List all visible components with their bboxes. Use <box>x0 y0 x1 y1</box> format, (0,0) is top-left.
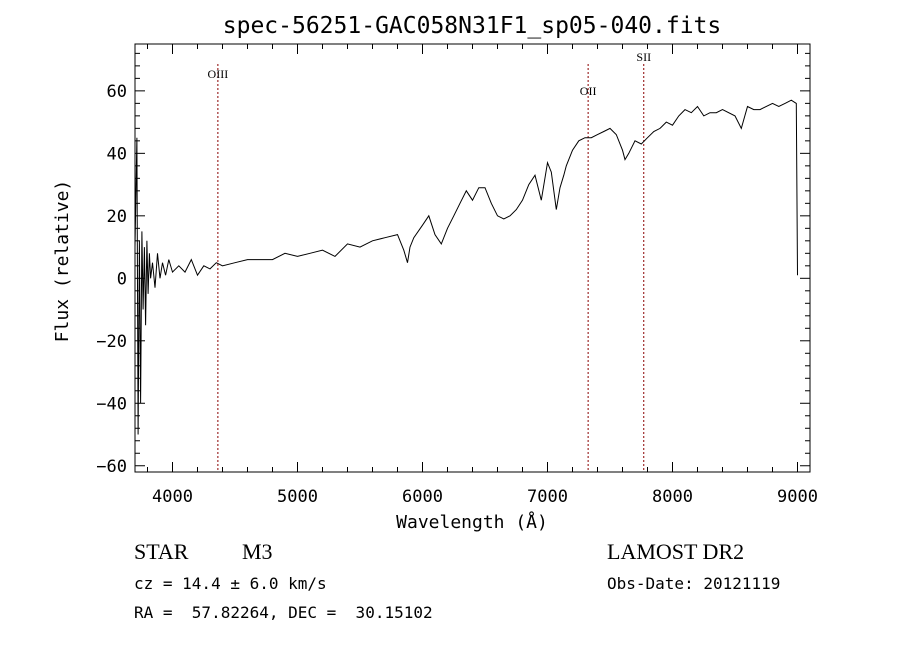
x-axis-label: Wavelength (Å) <box>396 511 548 533</box>
object-subclass: M3 <box>242 539 273 564</box>
y-tick-label: 40 <box>107 144 127 164</box>
marker-label-oii: OII <box>580 84 597 98</box>
plot-frame <box>134 43 811 473</box>
object-type: STAR <box>134 539 189 564</box>
y-tick-label: −60 <box>96 457 127 477</box>
y-tick-label: −40 <box>96 394 127 414</box>
marker-label-sii: SII <box>636 50 651 64</box>
spectrum-series-line <box>134 99 798 435</box>
y-tick-label: 20 <box>107 207 127 227</box>
redshift-velocity: cz = 14.4 ± 6.0 km/s <box>134 574 327 593</box>
axes: 4000 5000 6000 7000 8000 9000 −60 −40 −20 0 20 40 60 <box>96 43 818 507</box>
y-axis-label: Flux (relative) <box>52 180 73 343</box>
chart-title: spec-56251-GAC058N31F1_sp05-040.fits <box>223 13 722 39</box>
survey-name: LAMOST DR2 <box>607 539 745 564</box>
x-tick-label: 8000 <box>652 487 693 507</box>
observation-date: Obs-Date: 20121119 <box>607 574 781 593</box>
marker-label-oiii: OIII <box>208 67 229 81</box>
x-tick-label: 5000 <box>277 487 318 507</box>
y-tick-label: −20 <box>96 332 127 352</box>
x-tick-label: 6000 <box>402 487 443 507</box>
coordinates: RA = 57.82264, DEC = 30.15102 <box>134 603 433 622</box>
x-tick-label: 4000 <box>152 487 193 507</box>
y-tick-label: 0 <box>117 269 127 289</box>
x-tick-label: 9000 <box>777 487 818 507</box>
x-tick-label: 7000 <box>527 487 568 507</box>
y-tick-label: 60 <box>107 82 127 102</box>
spectral-line-markers: OIII OII SII <box>208 50 651 472</box>
